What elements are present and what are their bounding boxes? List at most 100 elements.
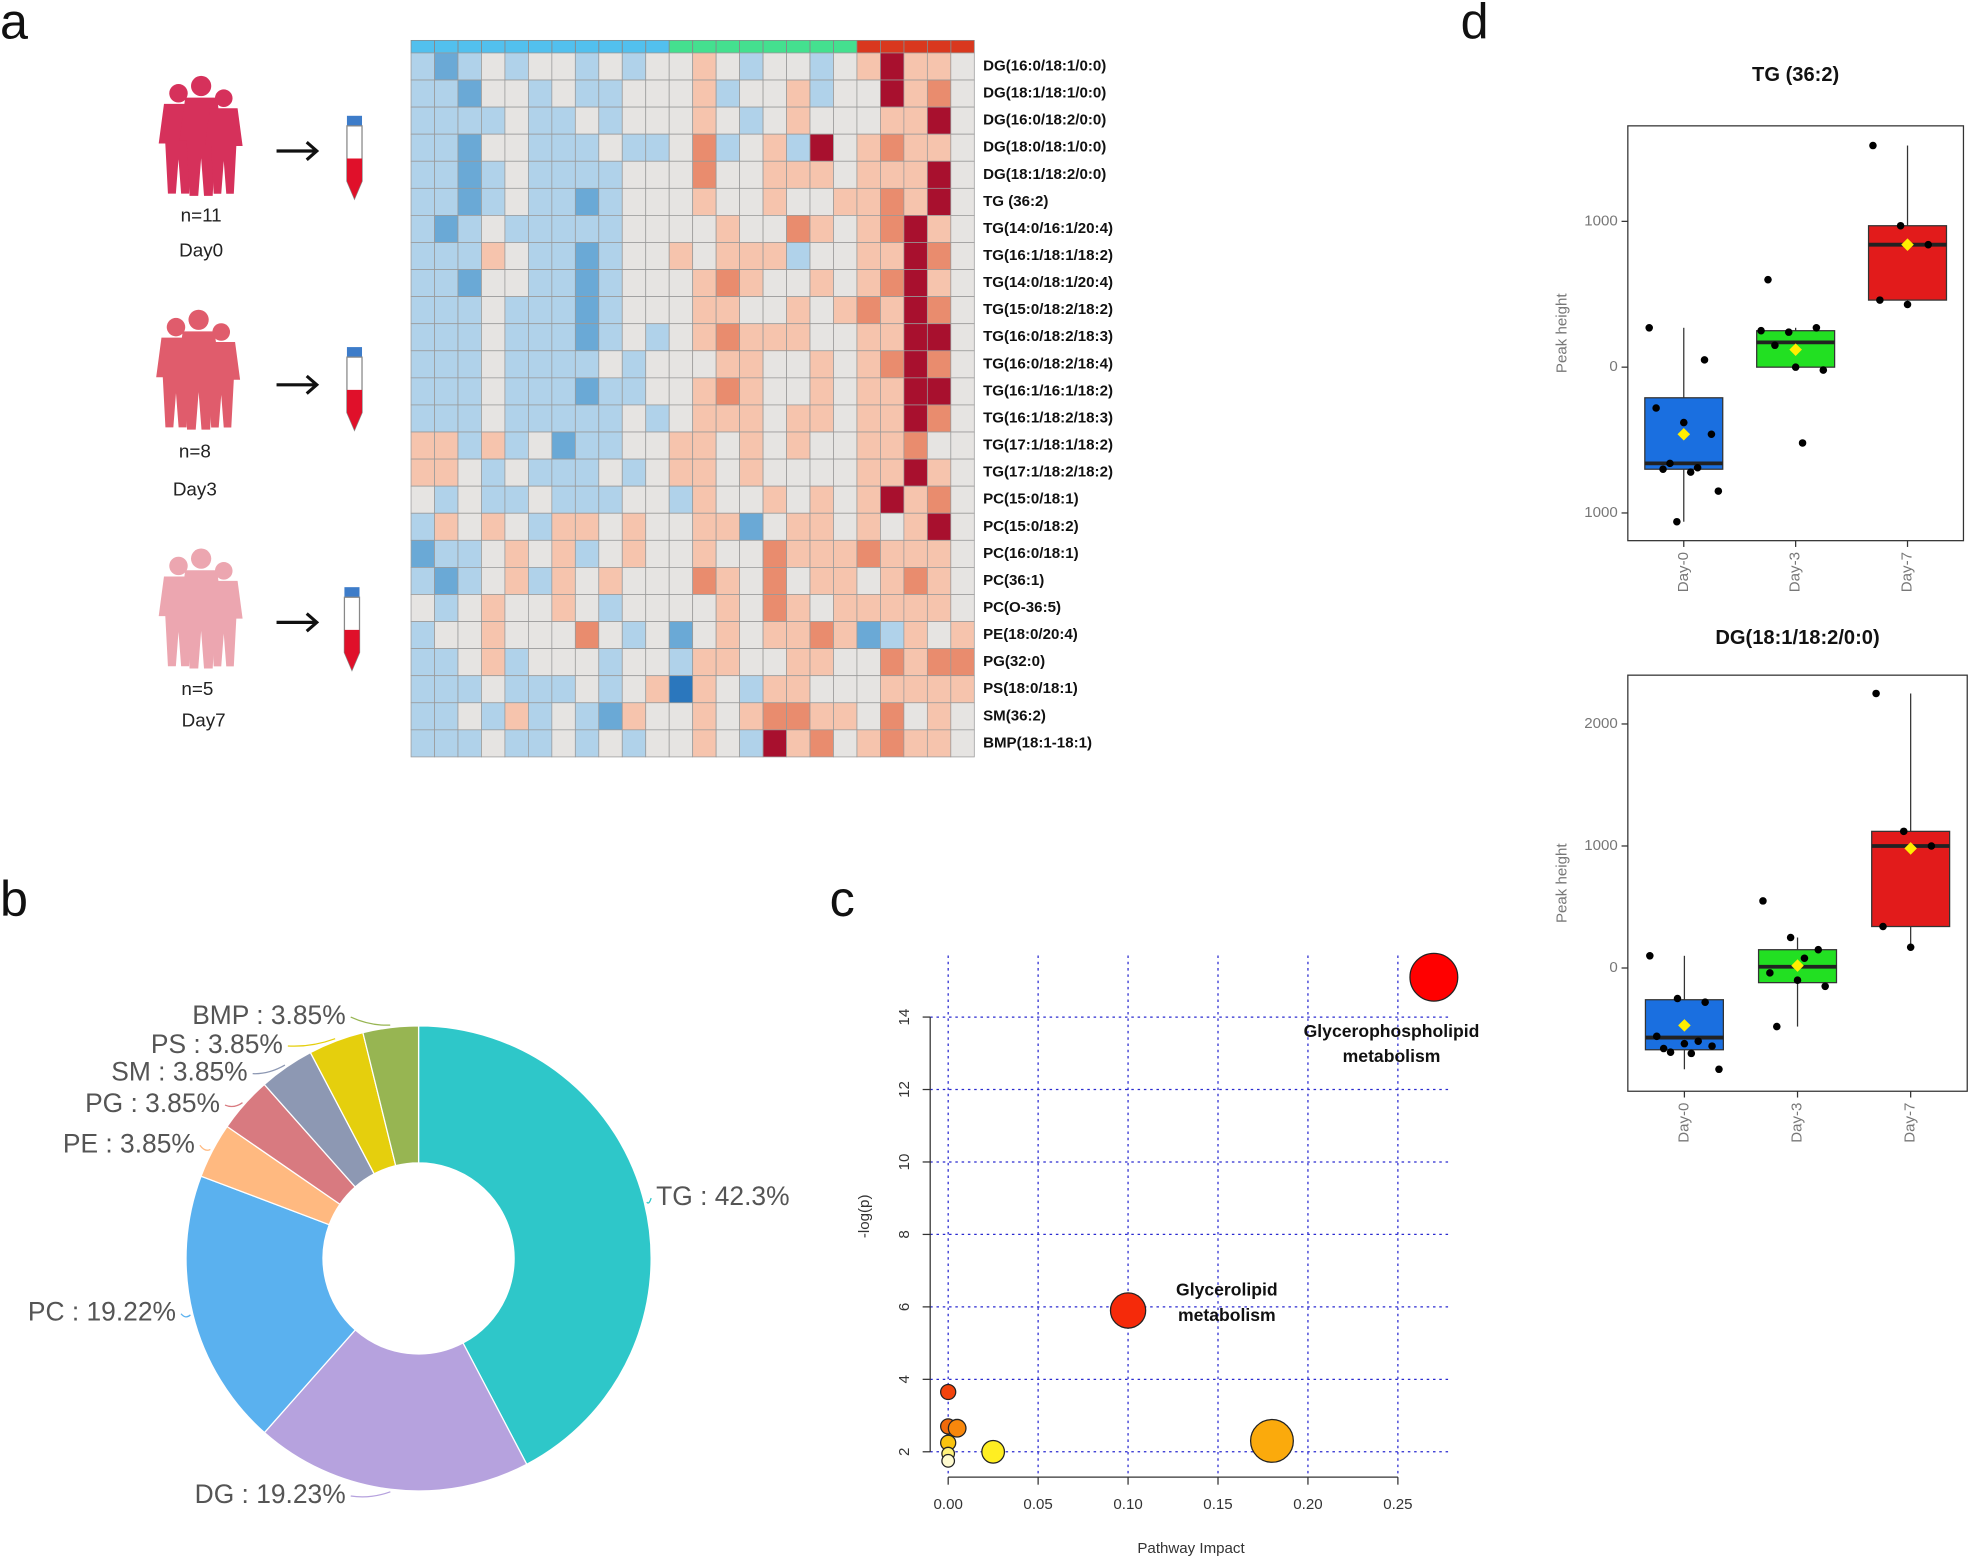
heatmap-cell bbox=[551, 729, 576, 758]
row-label: DG(18:0/18:1/0:0) bbox=[983, 139, 1106, 156]
heatmap-cell bbox=[715, 458, 740, 487]
heatmap-cell bbox=[926, 52, 952, 81]
heatmap-cell bbox=[856, 431, 881, 460]
heatmap-cell bbox=[668, 350, 694, 379]
heatmap-cell bbox=[692, 350, 717, 379]
heatmap-cell bbox=[880, 729, 905, 758]
heatmap-cell bbox=[574, 269, 600, 298]
data-point bbox=[1872, 689, 1880, 698]
heatmap-cell bbox=[645, 648, 670, 677]
heatmap-cell bbox=[809, 377, 834, 406]
heatmap-cell bbox=[762, 702, 787, 731]
panel-label: a bbox=[0, 0, 28, 50]
heatmap-cell bbox=[926, 702, 952, 731]
heatmap-cell bbox=[762, 350, 787, 379]
heatmap-cell bbox=[434, 160, 459, 189]
heatmap-cell bbox=[621, 729, 647, 758]
heatmap-cell bbox=[528, 296, 553, 325]
heatmap-cell bbox=[621, 350, 647, 379]
x-tick-label: 0.10 bbox=[1113, 1496, 1142, 1513]
heatmap-cell bbox=[668, 539, 694, 568]
data-point bbox=[1700, 356, 1709, 364]
heatmap-cell bbox=[950, 160, 975, 189]
heatmap-cell bbox=[809, 431, 834, 460]
heatmap-cell bbox=[786, 160, 811, 189]
heatmap-cell bbox=[833, 79, 858, 108]
data-point bbox=[1708, 1042, 1716, 1050]
heatmap-cell bbox=[410, 377, 435, 406]
x-tick-label: 0.00 bbox=[933, 1496, 962, 1513]
group-day: Day3 bbox=[173, 478, 217, 499]
heatmap-cell bbox=[574, 242, 600, 270]
heatmap-cell bbox=[903, 377, 928, 406]
heatmap-cell bbox=[481, 160, 506, 189]
heatmap-cell bbox=[410, 702, 435, 731]
heatmap-cell bbox=[528, 323, 553, 352]
heatmap-cell bbox=[598, 52, 623, 81]
group-day: Day0 bbox=[179, 240, 223, 261]
heatmap-cell bbox=[668, 133, 694, 162]
heatmap-cell bbox=[809, 458, 834, 487]
heatmap-cell bbox=[481, 729, 506, 758]
heatmap-cell bbox=[410, 52, 435, 81]
heatmap-cell bbox=[926, 512, 952, 541]
heatmap-cell bbox=[574, 323, 600, 352]
heatmap-cell bbox=[434, 323, 459, 352]
heatmap-cell bbox=[410, 729, 435, 758]
y-tick-label: 10 bbox=[896, 1154, 913, 1171]
heatmap-cell bbox=[692, 79, 717, 108]
heatmap-cell bbox=[880, 621, 905, 649]
heatmap-cell bbox=[786, 512, 811, 541]
heatmap-cell bbox=[739, 133, 764, 162]
bubble bbox=[941, 1453, 956, 1468]
heatmap-cell bbox=[481, 594, 506, 622]
data-point bbox=[1800, 954, 1809, 963]
heatmap-cell bbox=[739, 485, 764, 514]
heatmap-cell bbox=[457, 323, 482, 352]
heatmap-cell bbox=[786, 242, 811, 270]
heatmap-cell bbox=[551, 567, 576, 595]
data-point bbox=[1791, 363, 1800, 371]
heatmap-cell bbox=[504, 377, 529, 406]
data-point bbox=[1906, 943, 1915, 952]
heatmap-cell bbox=[645, 350, 670, 379]
heatmap-cell bbox=[574, 648, 600, 677]
heatmap-cell bbox=[551, 431, 576, 460]
heatmap-cell bbox=[692, 675, 717, 704]
heatmap-cell bbox=[739, 242, 764, 270]
row-label: TG (36:2) bbox=[983, 193, 1048, 210]
heatmap-cell bbox=[528, 539, 553, 568]
heatmap-cell bbox=[739, 431, 764, 460]
slice-label: DG : 19.23% bbox=[195, 1479, 346, 1509]
y-axis-title: Peak height bbox=[1553, 293, 1570, 373]
data-point bbox=[1786, 933, 1795, 942]
heatmap-cell bbox=[715, 323, 740, 352]
data-point bbox=[1659, 465, 1667, 473]
heatmap-cell bbox=[926, 350, 952, 379]
heatmap-cell bbox=[809, 512, 834, 541]
heatmap-cell bbox=[574, 160, 600, 189]
heatmap-cell bbox=[481, 269, 506, 298]
heatmap-cell bbox=[621, 160, 647, 189]
row-label: BMP(18:1-18:1) bbox=[983, 734, 1092, 751]
heatmap-cell bbox=[715, 350, 740, 379]
pie-slice bbox=[417, 1025, 652, 1466]
heatmap-cell bbox=[668, 215, 694, 243]
heatmap-cell bbox=[880, 79, 905, 108]
heatmap-cell bbox=[410, 79, 435, 108]
heatmap-cell bbox=[551, 485, 576, 514]
heatmap-cell bbox=[528, 675, 553, 704]
heatmap-cell bbox=[880, 567, 905, 595]
group-n: n=11 bbox=[181, 204, 222, 225]
data-point bbox=[1673, 994, 1682, 1003]
heatmap-cell bbox=[856, 539, 881, 568]
heatmap-cell bbox=[410, 160, 435, 189]
heatmap-cell bbox=[621, 215, 647, 243]
heatmap-cell bbox=[833, 323, 858, 352]
heatmap-cell bbox=[410, 133, 435, 162]
row-label: TG(14:0/18:1/20:4) bbox=[983, 274, 1113, 291]
heatmap-cell bbox=[457, 567, 482, 595]
heatmap-cell bbox=[739, 621, 764, 649]
heatmap-cell bbox=[598, 594, 623, 622]
data-point bbox=[1673, 517, 1681, 526]
